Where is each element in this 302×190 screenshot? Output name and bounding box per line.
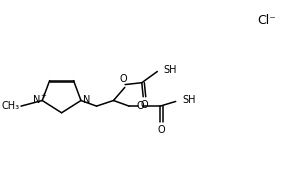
Text: N: N — [83, 95, 91, 105]
Text: O: O — [120, 74, 127, 84]
Text: O: O — [137, 101, 144, 111]
Text: SH: SH — [164, 65, 177, 75]
Text: SH: SH — [182, 96, 195, 105]
Text: O: O — [140, 100, 148, 110]
Text: Cl⁻: Cl⁻ — [257, 14, 276, 27]
Text: +: + — [41, 93, 47, 99]
Text: O: O — [157, 125, 165, 135]
Text: CH₃: CH₃ — [2, 101, 20, 111]
Text: N: N — [33, 95, 40, 105]
